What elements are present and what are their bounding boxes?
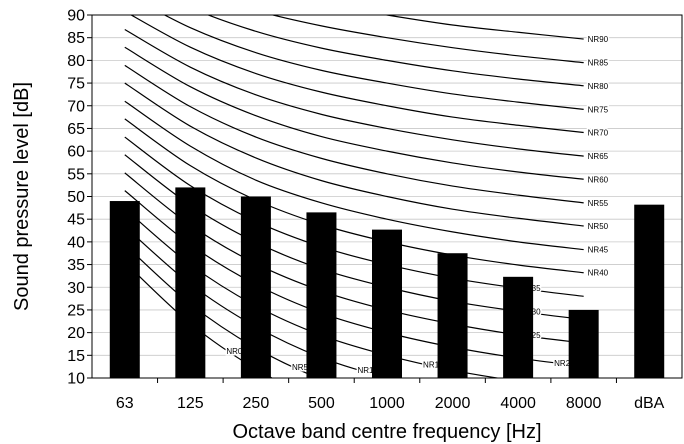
nr-curve	[163, 15, 584, 110]
x-tick-label: 125	[177, 395, 204, 412]
y-tick-label: 85	[67, 30, 85, 47]
x-axis-ticks: 63 125 250 500 1000 2000 4000 8000 dBA	[116, 378, 665, 412]
y-tick-label: 75	[67, 76, 85, 93]
x-tick-label: 250	[243, 395, 270, 412]
nr-curve-label: NR85	[588, 59, 609, 68]
nr-curve-label: NR90	[588, 35, 609, 44]
y-tick-label: 35	[67, 257, 85, 274]
nr-label-group: NR0NR5NR10NR15NR20NR25NR30NR35NR40NR45NR…	[225, 34, 610, 377]
bar	[372, 229, 402, 378]
y-tick-label: 70	[67, 98, 85, 115]
y-tick-label: 40	[67, 234, 85, 251]
x-tick-label: 4000	[500, 395, 536, 412]
nr-curve	[130, 15, 584, 134]
nr-curve	[206, 15, 584, 87]
nr-curve-label: NR40	[588, 269, 609, 278]
y-axis-ticks: 10 15 20 25 30 35 40 45 50 55 60 65 70 75 80 85 90	[67, 8, 92, 388]
bars	[109, 187, 665, 378]
bar	[109, 201, 140, 378]
y-tick-label: 45	[67, 212, 85, 229]
y-tick-label: 90	[67, 8, 85, 25]
nr-curve	[124, 82, 584, 227]
y-tick-label: 65	[67, 121, 85, 138]
y-tick-label: 25	[67, 302, 85, 319]
nr-curve	[383, 15, 584, 40]
nr-curve	[124, 46, 584, 180]
x-tick-label: dBA	[634, 395, 665, 412]
y-tick-label: 55	[67, 166, 85, 183]
nr-curve-label: NR80	[588, 82, 609, 91]
nr-curve	[270, 15, 584, 64]
x-tick-label: 2000	[435, 395, 471, 412]
y-tick-label: 10	[67, 371, 85, 388]
bar	[175, 187, 206, 378]
nr-curve	[124, 118, 584, 274]
nr-curve-label: NR50	[588, 222, 609, 231]
bar	[568, 309, 599, 378]
x-tick-label: 8000	[566, 395, 602, 412]
nr-curve	[124, 28, 584, 157]
bar	[634, 204, 665, 378]
nr-curve-label: NR5	[292, 363, 309, 372]
nr-curve-label: NR65	[588, 152, 609, 161]
nr-curve	[124, 64, 584, 204]
y-tick-label: 50	[67, 189, 85, 206]
nr-curve-label: NR75	[588, 105, 609, 114]
nr-curve-label: NR60	[588, 175, 609, 184]
nr-curve-label: NR45	[588, 246, 609, 255]
x-axis-title: Octave band centre frequency [Hz]	[232, 421, 541, 443]
y-tick-label: 15	[67, 348, 85, 365]
x-tick-label: 63	[116, 395, 134, 412]
bar	[437, 253, 468, 378]
bar	[306, 212, 337, 378]
y-tick-label: 80	[67, 53, 85, 70]
y-tick-label: 30	[67, 280, 85, 297]
bar	[503, 276, 534, 378]
nr-curve-label: NR70	[588, 129, 609, 138]
nr-curve	[124, 100, 584, 251]
nr-curve-label: NR55	[588, 199, 609, 208]
nr-curve-label: NR0	[226, 347, 243, 356]
x-tick-label: 1000	[369, 395, 405, 412]
bar	[240, 196, 271, 378]
y-axis-title: Sound pressure level [dB]	[11, 82, 33, 311]
y-tick-label: 20	[67, 325, 85, 342]
y-tick-label: 60	[67, 144, 85, 161]
x-tick-label: 500	[308, 395, 335, 412]
